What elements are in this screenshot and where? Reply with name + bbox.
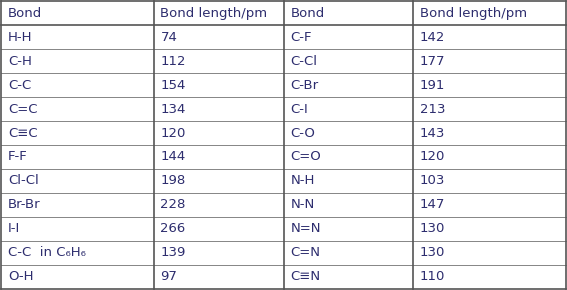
Text: 139: 139 [160,246,186,259]
Text: 110: 110 [420,270,446,283]
Text: 130: 130 [420,246,446,259]
Text: N-N: N-N [290,198,315,211]
Text: 120: 120 [420,151,446,164]
Text: C-H: C-H [8,55,32,68]
Text: C-C: C-C [8,79,31,92]
Text: C≡C: C≡C [8,126,38,139]
Text: Bond length/pm: Bond length/pm [420,7,527,20]
Text: 134: 134 [160,103,186,116]
Text: O-H: O-H [8,270,33,283]
Text: 103: 103 [420,174,446,187]
Text: 177: 177 [420,55,446,68]
Text: C-C  in C₆H₆: C-C in C₆H₆ [8,246,86,259]
Text: 147: 147 [420,198,446,211]
Text: N-H: N-H [290,174,315,187]
Text: 266: 266 [160,222,186,235]
Text: F-F: F-F [8,151,28,164]
Text: C-O: C-O [290,126,315,139]
Text: 154: 154 [160,79,186,92]
Text: C≡N: C≡N [290,270,320,283]
Text: H-H: H-H [8,31,33,44]
Text: Cl-Cl: Cl-Cl [8,174,39,187]
Text: 120: 120 [160,126,186,139]
Text: C=C: C=C [8,103,37,116]
Text: C-F: C-F [290,31,312,44]
Text: I-I: I-I [8,222,20,235]
Text: Bond: Bond [8,7,43,20]
Text: 144: 144 [160,151,186,164]
Text: C-Cl: C-Cl [290,55,318,68]
Text: C=O: C=O [290,151,321,164]
Text: Br-Br: Br-Br [8,198,41,211]
Text: 142: 142 [420,31,446,44]
Text: 97: 97 [160,270,177,283]
Text: 143: 143 [420,126,446,139]
Text: Bond length/pm: Bond length/pm [160,7,268,20]
Text: 74: 74 [160,31,177,44]
Text: 112: 112 [160,55,186,68]
Text: 130: 130 [420,222,446,235]
Text: 213: 213 [420,103,446,116]
Text: C=N: C=N [290,246,320,259]
Text: N=N: N=N [290,222,321,235]
Text: C-I: C-I [290,103,308,116]
Text: 228: 228 [160,198,186,211]
Text: 198: 198 [160,174,186,187]
Text: 191: 191 [420,79,446,92]
Text: C-Br: C-Br [290,79,319,92]
Text: Bond: Bond [290,7,324,20]
